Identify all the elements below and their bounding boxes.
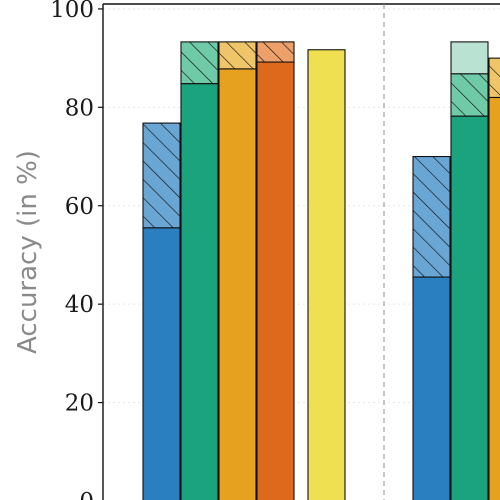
bar-base-segment [412, 276, 451, 500]
y-tick-label: 60 [65, 194, 94, 220]
bars-layer [142, 41, 500, 500]
bar-hatch-overlay [181, 41, 218, 84]
bar-hatch-overlay [489, 58, 500, 98]
bar-base-segment [450, 115, 489, 500]
bar-base-segment [218, 68, 257, 500]
bar-hatch-overlay [219, 41, 256, 69]
axis-layer: 0 20 40 60 80 100 [50, 0, 500, 500]
bar-base-segment [256, 61, 295, 500]
bar-hatch-overlay [143, 123, 180, 228]
y-tick-label: 80 [65, 95, 94, 121]
bar-hatch-overlay [413, 156, 450, 278]
y-tick-label: 20 [65, 391, 94, 417]
y-axis-title: Accuracy (in %) [13, 150, 43, 354]
y-tick-label: 40 [65, 292, 94, 318]
y-tick-label: 0 [79, 489, 94, 500]
bar-hatch-overlay [257, 41, 294, 63]
bar-base-segment [180, 83, 219, 500]
y-tick-label: 100 [50, 0, 94, 23]
bar-extra-segment [450, 41, 489, 75]
bar-hatch-overlay [451, 73, 488, 117]
bar-base-segment [307, 49, 346, 500]
bar-base-segment [488, 96, 500, 500]
bar-base-segment [142, 227, 181, 500]
